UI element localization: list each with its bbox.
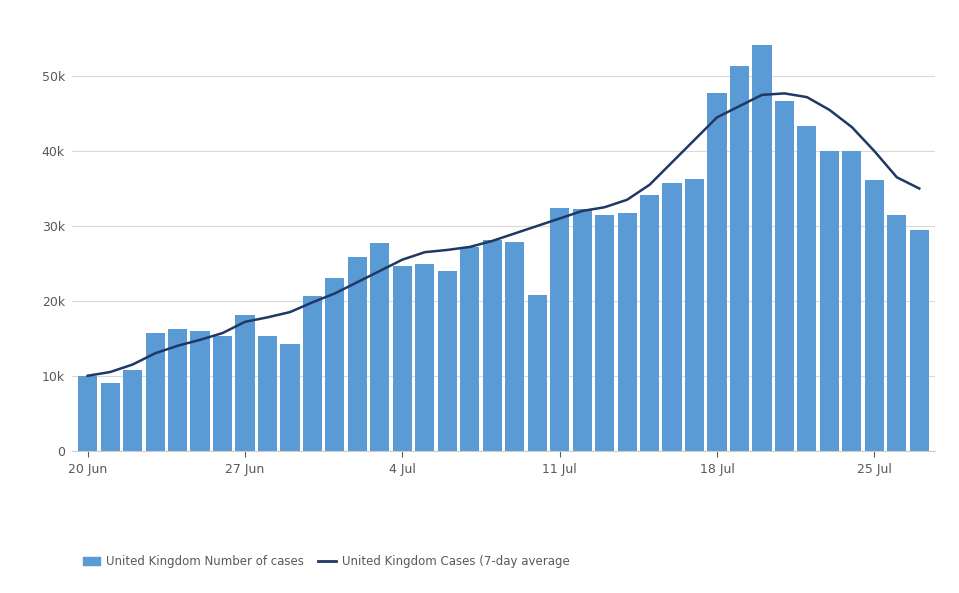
Bar: [101, 383, 120, 451]
Bar: [191, 331, 210, 451]
Bar: [753, 44, 771, 451]
Bar: [393, 266, 411, 451]
Bar: [370, 243, 389, 451]
Bar: [527, 295, 547, 451]
Bar: [505, 243, 525, 451]
Bar: [78, 376, 97, 451]
Bar: [865, 180, 884, 451]
Bar: [573, 209, 592, 451]
Bar: [415, 264, 434, 451]
Bar: [775, 101, 794, 451]
Bar: [820, 151, 839, 451]
Bar: [482, 240, 502, 451]
Bar: [348, 257, 367, 451]
Legend: United Kingdom Number of cases, United Kingdom Cases (7-day average: United Kingdom Number of cases, United K…: [78, 550, 574, 573]
Bar: [280, 345, 299, 451]
Bar: [437, 271, 456, 451]
Bar: [618, 213, 637, 451]
Bar: [123, 370, 142, 451]
Bar: [730, 66, 749, 451]
Bar: [303, 296, 322, 451]
Bar: [258, 336, 277, 451]
Bar: [325, 278, 344, 451]
Bar: [910, 229, 929, 451]
Bar: [236, 315, 254, 451]
Bar: [550, 208, 570, 451]
Bar: [460, 247, 480, 451]
Bar: [708, 93, 727, 451]
Bar: [663, 183, 682, 451]
Bar: [842, 151, 861, 451]
Bar: [797, 126, 816, 451]
Bar: [146, 333, 165, 451]
Bar: [685, 178, 704, 451]
Bar: [887, 215, 906, 451]
Bar: [213, 336, 232, 451]
Bar: [168, 329, 187, 451]
Bar: [640, 195, 659, 451]
Bar: [596, 215, 614, 451]
